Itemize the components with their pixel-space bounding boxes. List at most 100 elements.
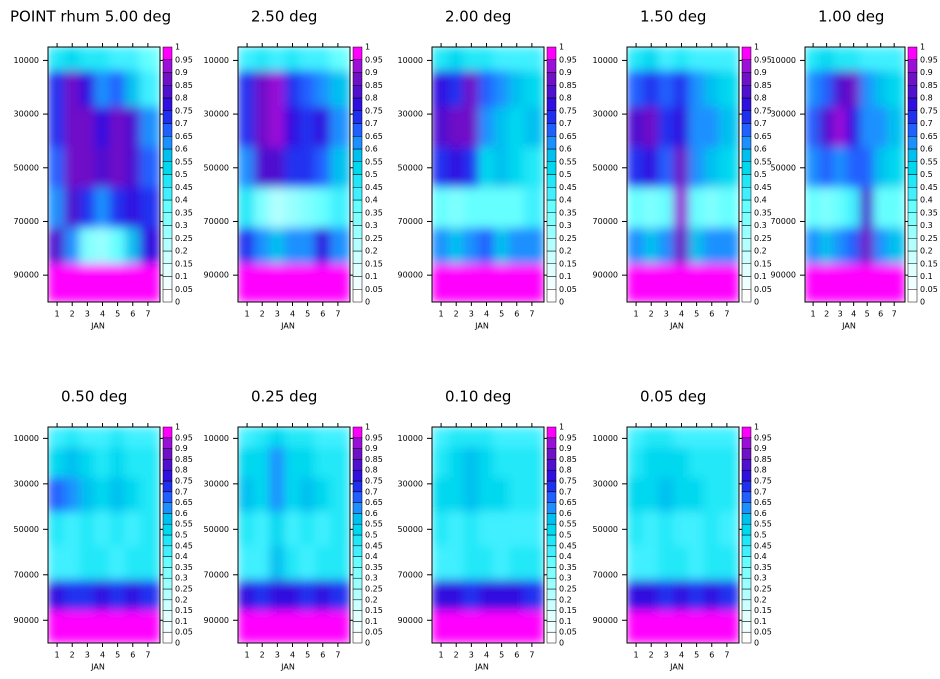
x-tick-label: 7	[335, 651, 340, 660]
colorbar-label: 0.65	[559, 132, 577, 141]
contour-cell	[805, 106, 821, 149]
contour-cell	[448, 227, 465, 265]
contour-cell	[859, 47, 875, 72]
contour-cell	[269, 610, 286, 643]
contour-cell	[673, 70, 690, 108]
colorbar-swatch	[352, 263, 363, 277]
y-tick-label: 30000	[771, 110, 796, 119]
x-tick-label: 1	[245, 310, 250, 319]
colorbar-swatch	[162, 199, 173, 213]
colorbar-label: 0.95	[365, 433, 383, 442]
x-tick-label: 7	[724, 651, 729, 660]
contour-cell	[269, 545, 286, 581]
x-tick-label: 6	[514, 651, 519, 660]
colorbar-label: 0.95	[175, 433, 193, 442]
contour-cell	[139, 227, 160, 265]
colorbar-label: 0.65	[559, 498, 577, 507]
colorbar-swatch	[162, 599, 173, 611]
contour-cell	[109, 70, 126, 108]
colorbar-swatch	[162, 469, 173, 482]
colorbar-label: 0.75	[754, 106, 772, 115]
contour-cell	[718, 511, 739, 547]
x-tick-label: 1	[439, 310, 444, 319]
contour-cell	[329, 446, 350, 479]
colorbar-swatch	[162, 448, 173, 460]
colorbar-label: 0.95	[559, 55, 577, 64]
x-tick-label: 7	[529, 651, 534, 660]
contour-cell	[94, 263, 111, 302]
colorbar-label: 0.55	[559, 157, 577, 166]
colorbar-label: 0.75	[175, 477, 193, 486]
x-tick-label: 3	[664, 310, 669, 319]
contour-cell	[508, 579, 525, 612]
contour-cell	[329, 227, 350, 265]
colorbar-label: 0.05	[754, 285, 772, 294]
contour-cell	[478, 446, 495, 479]
contour-cell	[523, 70, 544, 108]
colorbar-swatch	[907, 238, 918, 252]
contour-cell	[448, 106, 465, 149]
x-axis-label: JAN	[474, 322, 489, 331]
colorbar-label: 0	[920, 298, 925, 307]
contour-cell	[269, 446, 286, 479]
colorbar-label: 1	[559, 43, 564, 52]
contour-cell	[139, 511, 160, 547]
colorbar-label: 0.05	[754, 628, 772, 637]
x-axis-label: JAN	[90, 663, 105, 672]
colorbar-swatch	[352, 523, 363, 536]
colorbar-label: 0.4	[365, 552, 378, 561]
colorbar-label: 0.1	[559, 272, 572, 281]
contour-cell	[627, 187, 645, 229]
contour-cell	[718, 227, 739, 265]
colorbar-swatch	[741, 621, 752, 633]
colorbar-swatch	[546, 426, 557, 439]
contour-cell	[703, 227, 720, 265]
colorbar-swatch	[352, 199, 363, 213]
colorbar-swatch	[162, 426, 173, 439]
contour-cell	[627, 263, 645, 302]
y-tick-label: 30000	[204, 479, 229, 488]
x-tick-label: 1	[811, 310, 816, 319]
colorbar-swatch	[907, 136, 918, 150]
x-tick-label: 3	[275, 310, 280, 319]
contour-cell	[124, 47, 141, 72]
colorbar-swatch	[546, 72, 557, 86]
colorbar-label: 0.7	[365, 487, 378, 496]
colorbar-swatch	[741, 480, 752, 493]
colorbar-swatch	[352, 250, 363, 264]
colorbar-label: 0.8	[754, 94, 767, 103]
x-tick-label: 1	[245, 651, 250, 660]
colorbar-swatch	[741, 212, 752, 226]
colorbar-label: 0.1	[559, 617, 572, 626]
contour-cell	[493, 446, 510, 479]
contour-cell	[284, 545, 301, 581]
contour-cell	[238, 610, 256, 643]
colorbar-label: 0	[559, 639, 564, 648]
contour-cell	[299, 545, 316, 581]
colorbar-swatch	[741, 577, 752, 590]
colorbar-label: 0.6	[754, 145, 767, 154]
contour-cell	[508, 446, 525, 479]
contour-cell	[254, 446, 271, 479]
contour-cell	[448, 263, 465, 302]
contour-cell	[643, 579, 660, 612]
colorbar-swatch	[546, 491, 557, 503]
contour-cell	[124, 446, 141, 479]
contour-cell	[329, 545, 350, 581]
colorbar-swatch	[162, 238, 173, 252]
x-tick-label: 4	[851, 310, 856, 319]
colorbar-label: 0.55	[175, 520, 193, 529]
contour-cell	[79, 545, 96, 581]
colorbar-label: 0.05	[559, 285, 577, 294]
colorbar-label: 0.55	[559, 520, 577, 529]
colorbar-swatch	[162, 97, 173, 111]
contour-cell	[846, 147, 861, 189]
colorbar-swatch	[162, 110, 173, 124]
x-tick-label: 2	[649, 310, 654, 319]
colorbar-label: 0.55	[754, 157, 772, 166]
contour-cell	[658, 70, 675, 108]
contour-cell	[688, 610, 705, 643]
colorbar-swatch	[907, 59, 918, 73]
colorbar-swatch	[352, 426, 363, 439]
colorbar-label: 0.3	[559, 221, 572, 230]
